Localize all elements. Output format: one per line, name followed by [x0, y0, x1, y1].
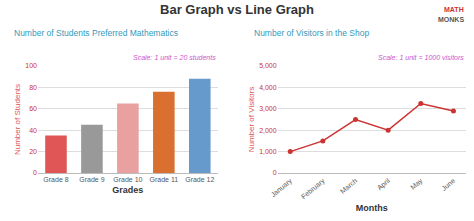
svg-text:1,000: 1,000: [259, 148, 277, 155]
svg-text:0: 0: [33, 169, 37, 176]
svg-text:40: 40: [29, 127, 37, 134]
svg-text:Grade 8: Grade 8: [43, 176, 68, 183]
svg-text:3,000: 3,000: [259, 105, 277, 112]
svg-text:Number of Students Preferred M: Number of Students Preferred Mathematics: [14, 28, 178, 38]
svg-text:Number of Students: Number of Students: [13, 84, 22, 155]
svg-text:Grade 12: Grade 12: [185, 176, 214, 183]
svg-text:Number of Visitors in the Shop: Number of Visitors in the Shop: [254, 28, 369, 38]
svg-text:June: June: [440, 177, 456, 192]
svg-text:Number of Visitors: Number of Visitors: [247, 87, 256, 153]
svg-text:January: January: [270, 177, 295, 199]
svg-text:Grade 11: Grade 11: [149, 176, 178, 183]
svg-text:Grade 9: Grade 9: [79, 176, 104, 183]
svg-text:60: 60: [29, 105, 37, 112]
svg-text:Scale: 1 unit = 20 students: Scale: 1 unit = 20 students: [133, 54, 216, 61]
svg-text:Scale: 1 unit = 1000 visitors: Scale: 1 unit = 1000 visitors: [378, 54, 464, 61]
svg-text:February: February: [300, 177, 327, 201]
svg-text:Bar Graph vs Line Graph: Bar Graph vs Line Graph: [160, 2, 314, 17]
svg-text:20: 20: [29, 148, 37, 155]
svg-text:4,000: 4,000: [259, 84, 277, 91]
svg-text:Grades: Grades: [112, 185, 143, 195]
svg-text:Months: Months: [356, 203, 388, 213]
svg-text:April: April: [376, 177, 392, 192]
svg-text:MATH: MATH: [444, 6, 464, 13]
svg-text:March: March: [339, 177, 358, 195]
svg-text:100: 100: [25, 62, 37, 69]
svg-text:2,000: 2,000: [259, 127, 277, 134]
svg-text:5,000: 5,000: [259, 62, 277, 69]
svg-text:0: 0: [273, 169, 277, 176]
svg-text:MONKS: MONKS: [438, 16, 464, 23]
svg-text:Grade 10: Grade 10: [113, 176, 142, 183]
svg-text:80: 80: [29, 84, 37, 91]
svg-text:May: May: [409, 177, 425, 192]
